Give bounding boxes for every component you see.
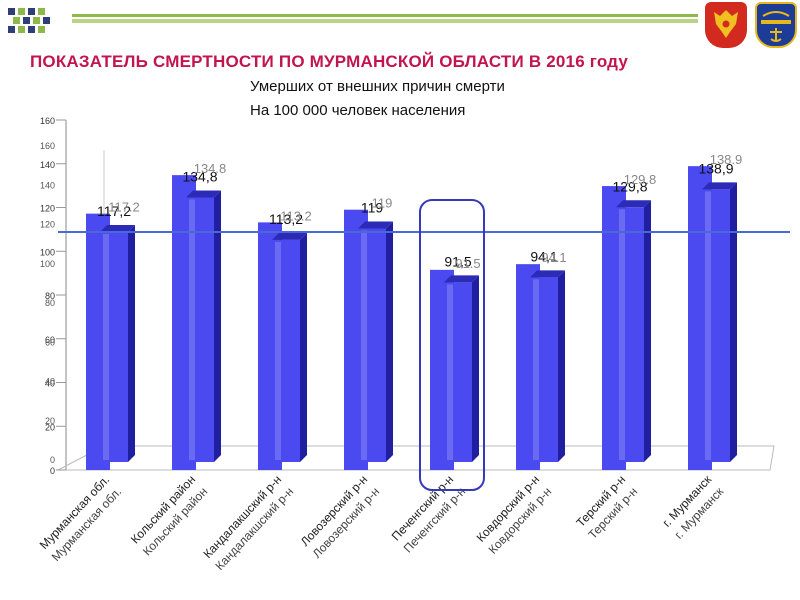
y-tick-label: 60: [45, 337, 55, 347]
bar-side: [300, 232, 307, 462]
data-label: 91,5: [444, 253, 471, 269]
bar: [616, 207, 644, 462]
bar-shine: [103, 233, 109, 460]
y-tick-label: 0: [50, 466, 55, 476]
murmansk-coat-of-arms-icon: [755, 2, 797, 48]
bar: [186, 197, 214, 462]
bar-shine: [275, 241, 281, 460]
bar-top: [272, 232, 307, 240]
data-label: 134,8: [182, 168, 217, 184]
bar-side: [214, 190, 221, 462]
bar-top: [100, 224, 135, 232]
bar-top: [702, 182, 737, 190]
decorative-squares: [8, 8, 70, 38]
chart-floor: [57, 445, 775, 471]
bar: [444, 282, 472, 462]
y-tick-label: 80: [45, 291, 55, 301]
chart-subtitle-line-1: Умерших от внешних причин смерти: [250, 78, 505, 95]
data-label-ghost: 138.9: [710, 152, 743, 167]
y-tick-label: 120: [40, 204, 55, 214]
data-label: 94,1: [530, 248, 557, 264]
y-tick-label: 80: [45, 298, 55, 308]
y-tick-label: 40: [45, 379, 55, 389]
y-tick-label: 140: [40, 180, 55, 190]
data-label-ghost: 113.2: [280, 208, 312, 223]
header-rule: [72, 14, 698, 23]
y-tick-label: 20: [45, 422, 55, 432]
data-label: 119: [361, 199, 384, 215]
y-tick-label: 100: [40, 259, 55, 269]
bar-shine: [447, 284, 453, 460]
data-label: 129,8: [612, 178, 647, 194]
highlight-box: [419, 199, 485, 491]
bar: [358, 228, 386, 462]
bar-shine: [361, 230, 367, 460]
data-label: 138,9: [698, 160, 733, 176]
chart-subtitle-line-2: На 100 000 человек населения: [250, 102, 466, 119]
y-tick-label: 0: [50, 455, 55, 465]
data-label-ghost: 119: [372, 196, 393, 211]
bar-top: [530, 270, 565, 278]
russia-coat-of-arms-icon: [705, 2, 747, 48]
bar: [702, 189, 730, 462]
data-label-ghost: 129.8: [624, 172, 657, 187]
y-tick-label: 40: [45, 377, 55, 387]
y-tick-label: 140: [40, 160, 55, 170]
bar-top: [444, 275, 479, 283]
page-title: ПОКАЗАТЕЛЬ СМЕРТНОСТИ ПО МУРМАНСКОЙ ОБЛА…: [30, 52, 629, 71]
bar-side: [386, 221, 393, 462]
y-tick-label: 120: [40, 220, 55, 230]
y-tick-label: 20: [45, 416, 55, 426]
bar-side: [128, 224, 135, 462]
bar-top: [616, 200, 651, 208]
bar-shine: [705, 191, 711, 460]
y-tick-label: 160: [40, 141, 55, 151]
bar-top: [358, 221, 393, 229]
data-label: 113,2: [269, 211, 303, 227]
bar-side: [644, 200, 651, 462]
y-tick-label: 100: [40, 247, 55, 257]
bar-shine: [189, 199, 195, 460]
bar-top: [186, 190, 221, 198]
bar-shine: [619, 209, 625, 460]
y-tick-label: 160: [40, 116, 55, 126]
data-label: 117,2: [97, 203, 131, 219]
data-label-ghost: 117.2: [108, 200, 140, 215]
bar-side: [558, 270, 565, 462]
bar-shine: [533, 279, 539, 460]
bar: [530, 277, 558, 462]
y-tick-label: 60: [45, 335, 55, 345]
bar: [272, 239, 300, 462]
bar-side: [730, 182, 737, 462]
bar: [100, 231, 128, 462]
data-label-ghost: 94.1: [541, 250, 566, 265]
data-label-ghost: 134.8: [194, 161, 227, 176]
data-label-ghost: 91.5: [455, 256, 480, 271]
bar-side: [472, 275, 479, 462]
